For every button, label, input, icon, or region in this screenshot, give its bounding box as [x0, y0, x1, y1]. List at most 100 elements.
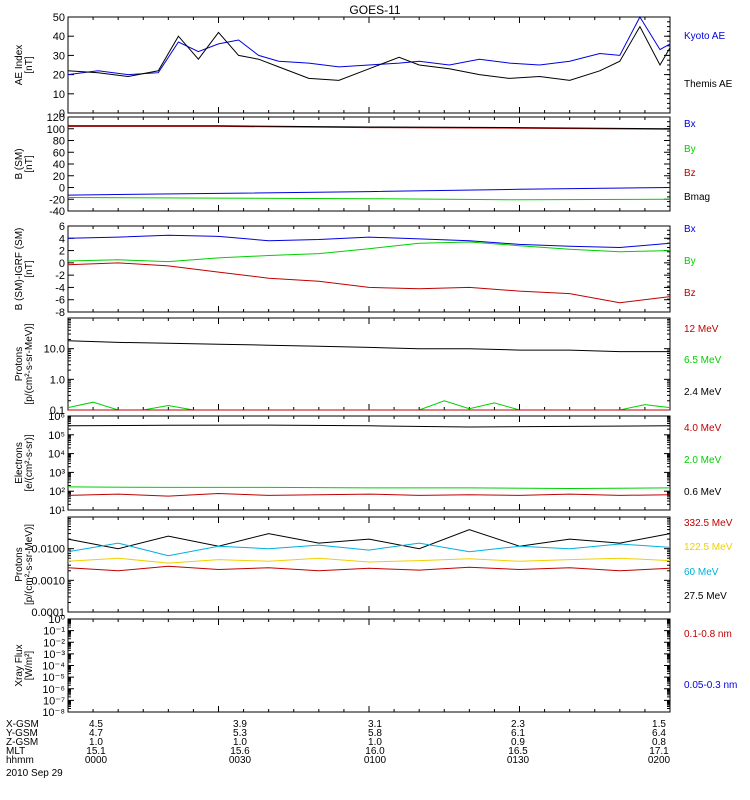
series-line — [67, 492, 671, 497]
y-tick-label: 0.1 — [50, 405, 65, 417]
y-tick-label: 10⁴ — [48, 449, 65, 461]
legend-label: 0.1-0.8 nm — [684, 629, 732, 640]
y-tick-label: -6 — [55, 295, 65, 307]
y-tick-label: -20 — [49, 194, 65, 206]
y-tick-label: 10⁻² — [43, 637, 65, 649]
footer-value: 17.1 — [649, 746, 669, 757]
series-line — [67, 241, 671, 263]
footer-value: 6.4 — [652, 728, 666, 739]
y-axis-label: Electrons — [14, 442, 25, 484]
footer-row-label: MLT — [6, 746, 25, 757]
series-line — [67, 262, 671, 304]
footer-value: 2.3 — [511, 719, 525, 730]
y-tick-label: 10⁻⁷ — [43, 695, 65, 707]
y-axis-label: [e/(cm²-s-sr)] — [24, 434, 35, 491]
y-tick-label: -8 — [55, 307, 65, 319]
legend-label: 332.5 MeV — [684, 518, 733, 529]
series-line — [67, 187, 671, 196]
y-tick-label: 0.0001 — [31, 607, 65, 619]
footer-row-label: hhmm — [6, 755, 34, 766]
footer-value: 1.0 — [233, 737, 247, 748]
y-axis-label: [p/(cm²-s-sr-MeV)] — [24, 524, 35, 605]
y-axis-label: [nT] — [24, 260, 35, 277]
footer-row-label: Z-GSM — [6, 737, 38, 748]
y-tick-label: 6 — [59, 221, 65, 233]
legend-label: By — [684, 144, 696, 155]
y-tick-label: 20 — [53, 171, 65, 183]
legend-label: Kyoto AE — [684, 31, 725, 42]
legend-label: Bmag — [684, 192, 710, 203]
legend-label: 6.5 MeV — [684, 355, 722, 366]
series-line — [67, 197, 671, 201]
legend-label: Bz — [684, 168, 696, 179]
y-tick-label: 0 — [59, 183, 65, 195]
y-tick-label: 10⁻⁶ — [42, 684, 65, 696]
footer-value: 3.1 — [368, 719, 382, 730]
footer-row-label: X-GSM — [6, 719, 39, 730]
footer-value: 3.9 — [233, 719, 247, 730]
panel-5: 10¹ 10² 10³ 10⁴ 10⁵ 10⁶ Electrons [e/(cm²-s-sr)… — [14, 411, 722, 517]
footer-value: 16.0 — [365, 746, 385, 757]
y-axis-label: B (SM) — [14, 148, 25, 179]
y-axis-label: [p/(cm²-s-sr-MeV)] — [24, 323, 35, 404]
y-tick-label: 10⁻⁸ — [42, 707, 65, 719]
legend-label: Bx — [684, 224, 696, 235]
panel-frame — [67, 618, 671, 713]
legend-label: Bx — [684, 119, 696, 130]
y-tick-label: 10⁻⁴ — [42, 661, 65, 673]
panel-6: 0.0001 0.0010 0.0100 Protons [p/(cm²-s-sr-Me… — [14, 516, 733, 619]
footer-value: 15.1 — [86, 746, 106, 757]
panel-frame — [67, 317, 671, 411]
series-line — [68, 125, 671, 130]
footer-value: 16.5 — [508, 746, 528, 757]
footer-value: 5.3 — [233, 728, 247, 739]
y-tick-label: -2 — [55, 270, 65, 282]
series-line — [67, 542, 671, 557]
legend-label: 12 MeV — [684, 324, 719, 335]
y-axis-label: Protons — [14, 547, 25, 581]
y-tick-label: 0.0010 — [31, 575, 65, 587]
y-axis-label: Protons — [14, 347, 25, 381]
plot-title: GOES-11 — [349, 3, 400, 17]
series-line — [67, 340, 670, 353]
panel-frame — [67, 116, 671, 212]
y-tick-label: 40 — [53, 31, 65, 43]
footer-value: 0.9 — [511, 737, 525, 748]
y-tick-label: 0.0100 — [31, 544, 65, 556]
series-line — [67, 234, 671, 249]
footer-value: 0000 — [85, 755, 108, 766]
y-axis-label: AE Index — [14, 45, 25, 86]
y-tick-label: 10⁻¹ — [43, 626, 65, 638]
footer-value: 15.6 — [230, 746, 250, 757]
footer-value: 1.0 — [89, 737, 103, 748]
footer-value: 0200 — [648, 755, 671, 766]
legend-label: 122.5 MeV — [684, 542, 733, 553]
y-tick-label: 10² — [49, 486, 65, 498]
y-tick-label: 0 — [59, 108, 65, 120]
y-tick-label: 10³ — [49, 467, 65, 479]
panel-4: 0.1 1.0 10.0 Protons [p/(cm²-s-sr-MeV)] 12 Me… — [14, 317, 722, 417]
y-tick-label: 2 — [59, 246, 65, 258]
series-line — [68, 125, 671, 130]
y-axis-label: Xray Flux — [14, 644, 25, 686]
footer-value: 0130 — [507, 755, 530, 766]
legend-label: 0.6 MeV — [684, 487, 722, 498]
y-tick-label: 50 — [53, 12, 65, 24]
y-tick-label: 10⁵ — [48, 430, 65, 442]
legend-label: 27.5 MeV — [684, 591, 727, 602]
legend-label: Themis AE — [684, 79, 733, 90]
footer-row-label: Y-GSM — [6, 728, 38, 739]
y-axis-label: [nT] — [24, 155, 35, 172]
y-tick-label: 60 — [53, 147, 65, 159]
series-line — [67, 486, 671, 490]
y-tick-label: 40 — [53, 159, 65, 171]
y-tick-label: 10⁰ — [48, 614, 65, 626]
series-line — [67, 557, 671, 564]
legend-label: 60 MeV — [684, 567, 719, 578]
y-tick-label: 30 — [53, 50, 65, 62]
y-tick-label: 20 — [53, 70, 65, 82]
y-axis-label: [W/m²] — [24, 651, 35, 681]
